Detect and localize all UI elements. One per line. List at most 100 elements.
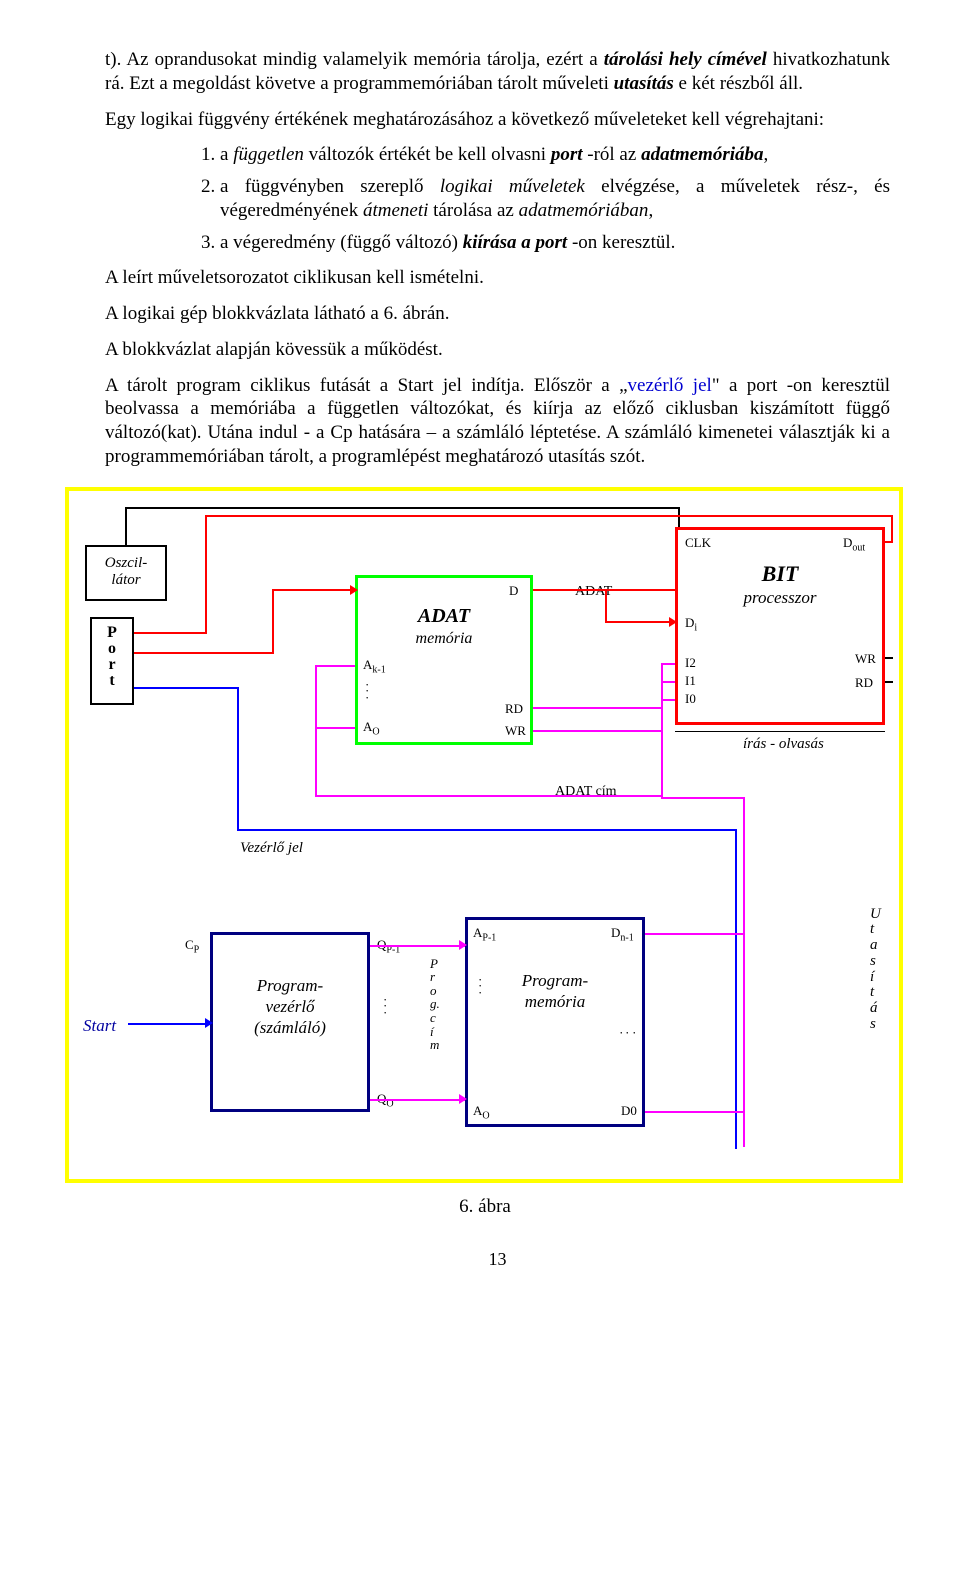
wire-d-bit <box>533 589 675 591</box>
label-rw: írás - olvasás <box>743 735 824 754</box>
wire-utasv <box>743 797 745 1147</box>
text: memória <box>468 991 642 1012</box>
pin-dn: Dn-1 <box>611 925 634 945</box>
pin-di: Di <box>685 615 697 635</box>
label-utasitas: U t a s í t á s <box>870 907 881 1033</box>
block-diagram: Oszcil- látor P o r t ADAT memória D Ak-… <box>65 487 905 1187</box>
step-2: a függvényben szereplő logikai műveletek… <box>220 175 890 223</box>
wire-rd-r <box>885 681 893 683</box>
wire-pmD2 <box>645 1111 745 1113</box>
pin-d0: D0 <box>621 1103 637 1119</box>
wire-pd1h <box>272 589 355 591</box>
step-1: a független változók értékét be kell olv… <box>220 143 890 167</box>
steps-list: a független változók értékét be kell olv… <box>105 143 890 254</box>
dots-4: ··· <box>383 997 387 1017</box>
program-controller-box: Program- vezérlő (számláló) <box>210 932 370 1112</box>
wire-osc-top <box>125 507 680 509</box>
arrow-a0 <box>459 1094 467 1104</box>
pin-cp: CP <box>185 937 199 957</box>
text: Program- <box>213 975 367 996</box>
paragraph-6: A tárolt program ciklikus futását a Star… <box>105 374 890 469</box>
paragraph-3: A leírt műveletsorozatot ciklikusan kell… <box>105 266 890 290</box>
text: a végeredmény (függő változó) <box>220 232 463 253</box>
emphasis: adatmemóriába <box>641 144 763 165</box>
wire-dout-port <box>134 632 207 634</box>
label-adat-cim: ADAT cím <box>555 783 617 801</box>
wire-addrh <box>315 795 663 797</box>
text: -ról az <box>583 144 642 165</box>
pin-rd: RD <box>505 701 523 717</box>
emphasis: logikai műveletek <box>440 176 601 197</box>
text: memória <box>358 629 530 649</box>
paragraph-5: A blokkvázlat alapján kövessük a működés… <box>105 338 890 362</box>
text: a függvényben szereplő <box>220 176 440 197</box>
oscillator-label: Oszcil- látor <box>87 547 165 590</box>
text: ADAT <box>358 604 530 629</box>
port-label: P o r t <box>92 619 132 689</box>
rw-underline <box>675 731 885 732</box>
oscillator-box: Oszcil- látor <box>85 545 167 601</box>
paragraph-2: Egy logikai függvény értékének meghatáro… <box>105 108 890 132</box>
pin-clk: CLK <box>685 535 711 551</box>
wire-osc-down <box>678 507 680 527</box>
text: e két részből áll. <box>674 73 803 94</box>
wire-wr-r <box>885 657 893 659</box>
wire-pmD1 <box>645 933 745 935</box>
text: a <box>220 144 233 165</box>
text: vezérlő <box>213 996 367 1017</box>
pin-i0: I0 <box>685 691 696 707</box>
arrow-datain <box>350 585 358 595</box>
text: változók értékét be kell olvasni <box>309 144 551 165</box>
pin-ap: AP-1 <box>473 925 496 945</box>
wire-i0h <box>661 699 675 701</box>
wire-osc-up <box>125 507 127 545</box>
emphasis: kiírása a port <box>463 232 568 253</box>
pin-ak: Ak-1 <box>363 657 386 677</box>
pin-i2: I2 <box>685 655 696 671</box>
wire-vezj-h2 <box>237 829 737 831</box>
emphasis: átmeneti <box>363 200 433 221</box>
pin-wr: WR <box>505 723 526 739</box>
wire-pd1 <box>134 652 274 654</box>
emphasis: port <box>551 144 583 165</box>
label-start: Start <box>83 1015 116 1036</box>
arrow-di <box>669 617 677 627</box>
wire-rdh <box>533 707 661 709</box>
page-number: 13 <box>105 1248 890 1271</box>
text: Oszcil- <box>105 555 148 571</box>
text: BIT <box>678 560 882 588</box>
text: Program- <box>468 970 642 991</box>
pin-i1: I1 <box>685 673 696 689</box>
text: tárolása az <box>433 200 518 221</box>
text: látor <box>111 572 140 588</box>
wire-ak <box>315 665 355 667</box>
wire-vezj-h1 <box>134 687 239 689</box>
wire-pd1v <box>272 589 274 654</box>
emphasis: adatmemóriában <box>519 200 649 221</box>
label-vezerlo-jel: Vezérlő jel <box>240 839 303 858</box>
emphasis: tárolási hely címével <box>604 49 767 70</box>
dots-1: ··· <box>365 682 369 702</box>
text: -on keresztül. <box>567 232 675 253</box>
text: processzor <box>678 587 882 608</box>
label-prog-cim: P r o g. c í m <box>430 957 440 1052</box>
wire-dout-left <box>205 515 207 633</box>
program-controller-label: Program- vezérlő (számláló) <box>213 935 367 1039</box>
wire-dout-up <box>891 515 893 543</box>
link-styled-text: vezérlő jel <box>628 375 712 396</box>
pin-a0: AO <box>363 719 380 739</box>
wire-i2h <box>661 663 675 665</box>
dots-3: ··· <box>617 1030 637 1034</box>
wire-dout-top <box>205 515 893 517</box>
wire-utas-top <box>661 797 745 799</box>
wire-i1h <box>661 681 675 683</box>
wire-q-a-2 <box>370 1099 465 1101</box>
pin-dout: Dout <box>843 535 865 555</box>
emphasis: független <box>233 144 308 165</box>
pin-q0: QO <box>377 1091 394 1111</box>
text: (számláló) <box>213 1017 367 1038</box>
emphasis: utasítás <box>614 73 674 94</box>
step-3: a végeredmény (függő változó) kiírása a … <box>220 231 890 255</box>
wire-wrh <box>533 730 661 732</box>
wire-vezj-v2 <box>735 829 737 1149</box>
